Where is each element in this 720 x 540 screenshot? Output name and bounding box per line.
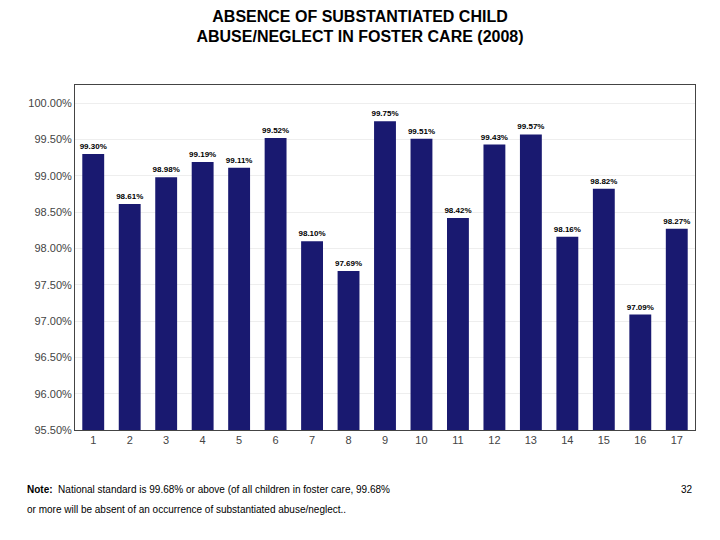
svg-text:99.50%: 99.50% bbox=[34, 133, 72, 145]
svg-text:8: 8 bbox=[345, 434, 351, 446]
svg-text:16: 16 bbox=[634, 434, 646, 446]
svg-text:98.82%: 98.82% bbox=[590, 177, 617, 186]
svg-text:9: 9 bbox=[382, 434, 388, 446]
svg-text:Note: National standard is 99: Note: National standard is 99.68% or abo… bbox=[27, 484, 390, 495]
svg-text:98.10%: 98.10% bbox=[298, 229, 325, 238]
svg-text:17: 17 bbox=[671, 434, 683, 446]
svg-text:98.42%: 98.42% bbox=[444, 206, 471, 215]
svg-text:99.75%: 99.75% bbox=[371, 109, 398, 118]
svg-text:96.50%: 96.50% bbox=[34, 351, 72, 363]
svg-text:3: 3 bbox=[163, 434, 169, 446]
svg-text:99.51%: 99.51% bbox=[408, 127, 435, 136]
svg-text:98.27%: 98.27% bbox=[663, 217, 690, 226]
svg-text:13: 13 bbox=[525, 434, 537, 446]
svg-text:99.30%: 99.30% bbox=[80, 142, 107, 151]
svg-text:98.00%: 98.00% bbox=[34, 242, 72, 254]
svg-text:11: 11 bbox=[452, 434, 463, 446]
svg-text:5: 5 bbox=[236, 434, 242, 446]
svg-text:98.16%: 98.16% bbox=[554, 225, 581, 234]
svg-text:10: 10 bbox=[415, 434, 427, 446]
svg-text:4: 4 bbox=[200, 434, 206, 446]
svg-text:99.11%: 99.11% bbox=[226, 156, 253, 165]
svg-text:1: 1 bbox=[90, 434, 96, 446]
svg-text:99.19%: 99.19% bbox=[189, 150, 216, 159]
svg-text:2: 2 bbox=[127, 434, 133, 446]
svg-text:100.00%: 100.00% bbox=[28, 97, 72, 109]
svg-text:96.00%: 96.00% bbox=[34, 388, 72, 400]
svg-text:ABSENCE OF SUBSTANTIATED CHILD: ABSENCE OF SUBSTANTIATED CHILDABUSE/NEGL… bbox=[196, 8, 523, 46]
svg-text:98.61%: 98.61% bbox=[116, 192, 143, 201]
svg-text:99.57%: 99.57% bbox=[517, 122, 544, 131]
svg-text:95.50%: 95.50% bbox=[34, 424, 72, 436]
svg-text:98.98%: 98.98% bbox=[153, 165, 180, 174]
svg-text:32: 32 bbox=[681, 484, 693, 495]
svg-text:99.43%: 99.43% bbox=[481, 133, 508, 142]
svg-text:99.00%: 99.00% bbox=[34, 170, 72, 182]
svg-text:12: 12 bbox=[488, 434, 500, 446]
svg-text:6: 6 bbox=[273, 434, 279, 446]
svg-text:97.69%: 97.69% bbox=[335, 259, 362, 268]
svg-text:98.50%: 98.50% bbox=[34, 206, 72, 218]
svg-text:or more will be absent of an o: or more will be absent of an occurrence … bbox=[27, 504, 346, 515]
svg-text:15: 15 bbox=[598, 434, 610, 446]
svg-text:14: 14 bbox=[561, 434, 573, 446]
svg-text:97.00%: 97.00% bbox=[34, 315, 72, 327]
svg-text:7: 7 bbox=[309, 434, 315, 446]
svg-text:99.52%: 99.52% bbox=[262, 126, 289, 135]
svg-text:97.50%: 97.50% bbox=[34, 279, 72, 291]
svg-text:97.09%: 97.09% bbox=[627, 303, 654, 312]
